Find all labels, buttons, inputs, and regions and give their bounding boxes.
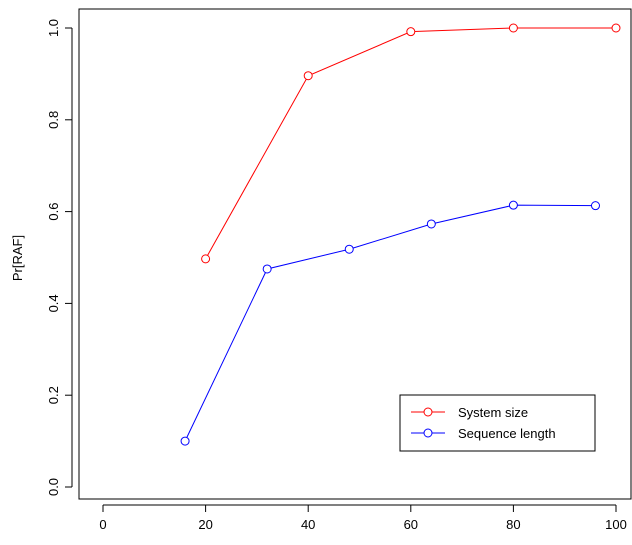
x-tick-label: 20 — [198, 517, 212, 532]
x-tick-label: 80 — [506, 517, 520, 532]
legend-swatch-marker — [423, 428, 433, 438]
y-tick-label: 0.2 — [46, 386, 61, 404]
data-point — [590, 201, 600, 211]
x-tick-label: 60 — [404, 517, 418, 532]
legend: System size Sequence length — [399, 394, 596, 452]
y-tick-label: 0.0 — [46, 478, 61, 496]
legend-label: System size — [458, 405, 528, 420]
data-point — [508, 200, 518, 210]
data-point — [406, 27, 416, 37]
data-point — [426, 219, 436, 229]
y-tick-label: 0.6 — [46, 203, 61, 221]
y-axis: 0.0 0.2 0.4 0.6 0.8 1.0 — [46, 19, 73, 496]
y-tick-label: 0.8 — [46, 111, 61, 129]
series-sequence-length — [180, 200, 600, 446]
series-system-size — [201, 23, 621, 264]
series-line — [184, 204, 596, 442]
data-point — [303, 71, 313, 81]
legend-swatch-marker — [423, 407, 433, 417]
data-point — [344, 244, 354, 254]
data-point — [508, 23, 518, 33]
legend-box — [399, 394, 596, 452]
x-tick-label: 40 — [301, 517, 315, 532]
series-line — [205, 27, 616, 260]
data-point — [611, 23, 621, 33]
series-layer — [180, 23, 621, 446]
data-point — [262, 264, 272, 274]
y-axis-label: Pr[RAF] — [10, 235, 25, 281]
data-point — [180, 436, 190, 446]
x-axis: 0 20 40 60 80 100 — [99, 504, 627, 532]
y-tick-label: 0.4 — [46, 294, 61, 312]
legend-label: Sequence length — [458, 426, 556, 441]
data-point — [201, 254, 211, 264]
plot-area-frame — [78, 8, 632, 500]
y-tick-label: 1.0 — [46, 19, 61, 37]
x-tick-label: 100 — [605, 517, 627, 532]
x-tick-label: 0 — [99, 517, 106, 532]
